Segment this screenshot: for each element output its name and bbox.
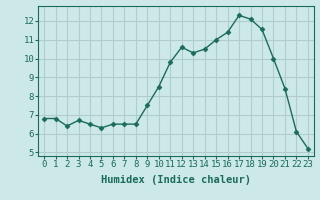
X-axis label: Humidex (Indice chaleur): Humidex (Indice chaleur)	[101, 175, 251, 185]
